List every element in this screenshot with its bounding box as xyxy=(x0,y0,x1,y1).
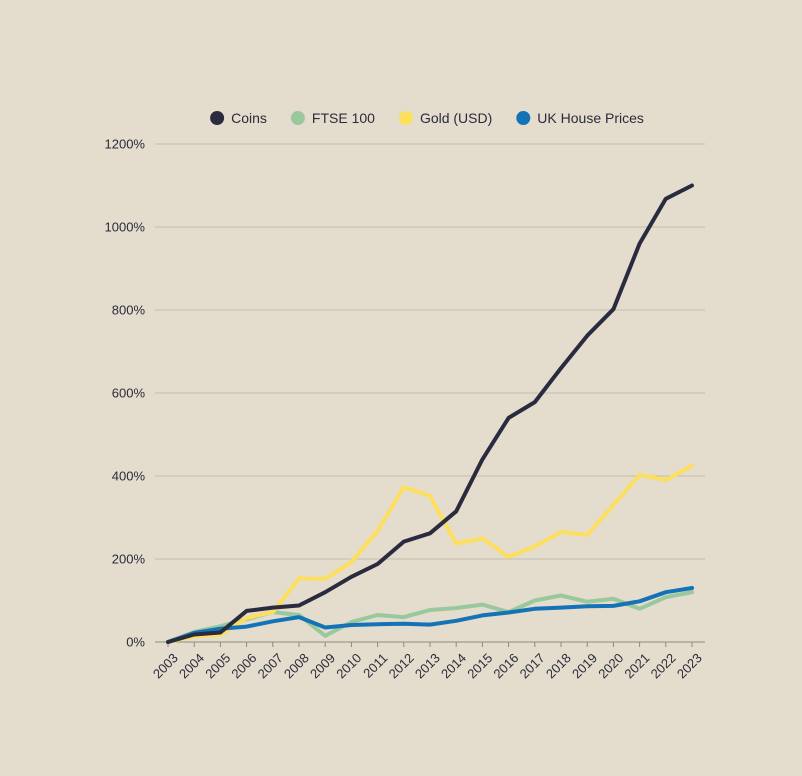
x-tick-label: 2017 xyxy=(517,650,548,681)
x-tick-label: 2010 xyxy=(333,650,364,681)
legend-marker xyxy=(210,111,225,125)
legend-marker xyxy=(516,111,531,125)
grid xyxy=(155,143,705,643)
legend-item-uk-house-prices: UK House Prices xyxy=(516,110,644,126)
x-tick-label: 2009 xyxy=(307,650,338,681)
x-tick-label: 2005 xyxy=(202,650,233,681)
x-tick-label: 2020 xyxy=(595,650,626,681)
x-tick-label: 2012 xyxy=(386,650,417,681)
legend-marker xyxy=(398,111,413,125)
legend-label: Gold (USD) xyxy=(420,110,492,126)
legend-item-gold-usd: Gold (USD) xyxy=(398,110,492,126)
x-tick-label: 2022 xyxy=(648,650,679,681)
x-axis-tick-labels: 2003200420052006200720082009201020112012… xyxy=(150,642,705,681)
legend-label: FTSE 100 xyxy=(312,110,375,126)
x-tick-label: 2018 xyxy=(543,650,574,681)
y-tick-label: 200% xyxy=(112,552,146,567)
x-tick-label: 2011 xyxy=(360,650,390,680)
series-line-gold-usd xyxy=(166,463,694,644)
legend: Coins FTSE 100 Gold (USD) UK House Prices xyxy=(210,110,644,126)
x-tick-label: 2019 xyxy=(569,650,600,681)
x-tick-label: 2013 xyxy=(412,650,443,681)
y-tick-label: 600% xyxy=(112,386,146,401)
series-line-coins xyxy=(166,183,694,644)
x-tick-label: 2007 xyxy=(255,650,286,681)
x-tick-label: 2015 xyxy=(464,650,495,681)
x-tick-label: 2008 xyxy=(281,650,312,681)
x-tick-label: 2021 xyxy=(621,650,652,681)
y-tick-label: 0% xyxy=(126,635,145,650)
legend-marker xyxy=(290,111,305,125)
y-tick-label: 800% xyxy=(112,303,146,318)
y-tick-label: 1000% xyxy=(105,220,146,235)
legend-label: Coins xyxy=(231,110,267,126)
x-tick-label: 2004 xyxy=(176,650,207,681)
x-tick-label: 2006 xyxy=(228,650,259,681)
x-tick-label: 2014 xyxy=(438,650,469,681)
y-tick-label: 1200% xyxy=(105,137,146,152)
series-line-uk-house-prices xyxy=(166,586,694,644)
x-tick-label: 2023 xyxy=(674,650,705,681)
x-tick-label: 2016 xyxy=(490,650,521,681)
series-lines xyxy=(166,183,694,644)
legend-label: UK House Prices xyxy=(537,110,644,126)
y-axis-tick-labels: 0% 200% 400% 600% 800% 1000% 1200% xyxy=(105,137,146,650)
x-tick-label: 2003 xyxy=(150,650,181,681)
legend-item-coins: Coins xyxy=(210,110,267,126)
legend-item-ftse-100: FTSE 100 xyxy=(290,110,375,126)
y-tick-label: 400% xyxy=(112,469,146,484)
